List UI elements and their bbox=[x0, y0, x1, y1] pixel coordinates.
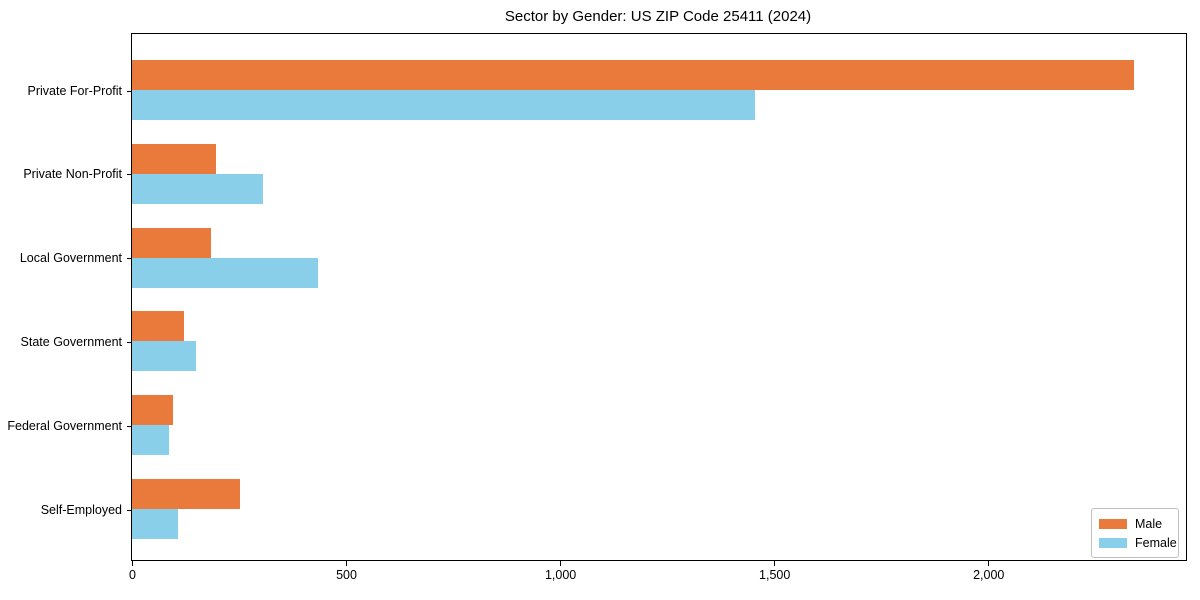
legend-swatch-male bbox=[1099, 518, 1127, 529]
x-axis-tick-label: 1,000 bbox=[544, 568, 577, 582]
legend: Male Female bbox=[1091, 508, 1179, 558]
y-axis-label: Local Government bbox=[19, 251, 122, 266]
y-axis-label: State Government bbox=[20, 334, 122, 349]
x-axis-tick-label: 500 bbox=[336, 568, 357, 582]
y-axis-tick bbox=[127, 341, 131, 344]
bar-male-5 bbox=[132, 479, 241, 509]
bar-female-1 bbox=[132, 173, 264, 204]
bar-female-2 bbox=[132, 257, 319, 288]
bar-female-5 bbox=[132, 509, 179, 539]
chart-title: Sector by Gender: US ZIP Code 25411 (202… bbox=[504, 8, 812, 25]
x-axis-tick bbox=[988, 561, 990, 566]
legend-item-female: Female bbox=[1099, 533, 1177, 552]
y-axis-label: Private Non-Profit bbox=[23, 167, 122, 182]
x-axis-tick bbox=[345, 561, 348, 566]
x-axis-tick-label: 1,500 bbox=[759, 568, 791, 582]
y-axis-label: Private For-Profit bbox=[27, 83, 122, 98]
x-axis-tick-label: 0 bbox=[129, 568, 136, 582]
y-axis-tick bbox=[127, 90, 131, 92]
bar-female-4 bbox=[132, 425, 170, 456]
x-axis-tick bbox=[560, 561, 562, 566]
bar-female-3 bbox=[132, 341, 197, 372]
y-axis-label: Federal Government bbox=[7, 418, 122, 433]
bar-male-1 bbox=[132, 143, 217, 174]
y-axis-tick bbox=[127, 509, 131, 511]
y-axis-label: Self-Employed bbox=[40, 502, 122, 517]
y-axis-tick bbox=[127, 258, 131, 260]
legend-label: Female bbox=[1135, 535, 1177, 550]
bar-male-2 bbox=[132, 227, 212, 258]
bar-male-3 bbox=[132, 311, 184, 342]
x-axis-tick bbox=[774, 561, 776, 566]
legend-swatch-female bbox=[1099, 537, 1127, 548]
y-axis-tick bbox=[127, 425, 131, 427]
plot-area bbox=[131, 33, 1187, 561]
x-axis-tick bbox=[131, 561, 134, 566]
bar-male-0 bbox=[132, 60, 1134, 90]
bar-male-4 bbox=[132, 395, 174, 426]
x-axis-tick-label: 2,000 bbox=[973, 568, 1005, 582]
legend-label: Male bbox=[1135, 516, 1163, 531]
bar-female-0 bbox=[132, 90, 755, 120]
y-axis-tick bbox=[127, 174, 131, 176]
legend-item-male: Male bbox=[1099, 514, 1170, 533]
